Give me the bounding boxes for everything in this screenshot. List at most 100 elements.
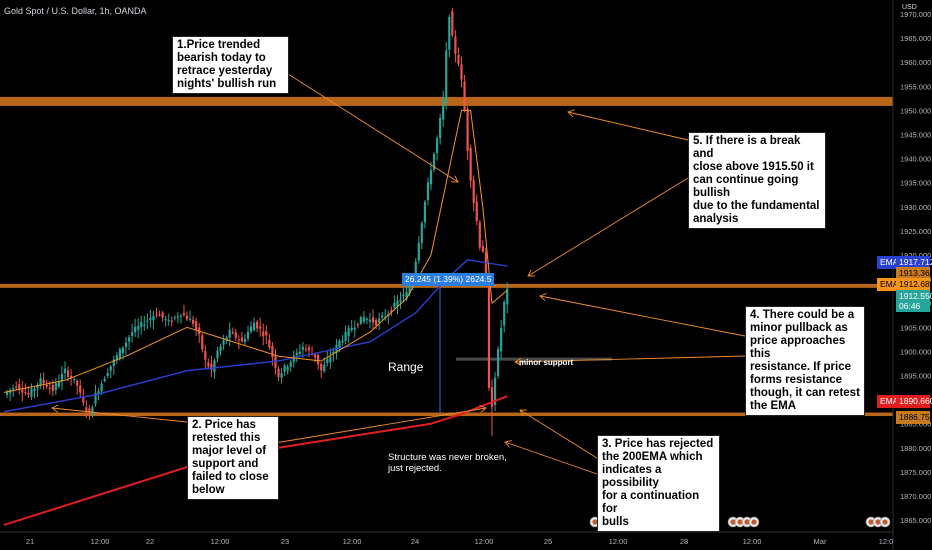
candle-body: [399, 299, 402, 302]
time-axis[interactable]: 21 12:00 22 12:00 23 12:00 24 12:00 25 12:00 28 12:…: [26, 537, 893, 546]
candle-body: [82, 396, 85, 403]
candle-body: [219, 346, 222, 352]
candle-body: [341, 340, 344, 343]
price-tick-label: 1905.000: [900, 323, 931, 332]
candle-body: [420, 223, 423, 244]
candle-body: [134, 327, 137, 333]
candle-body: [350, 327, 353, 331]
candle-body: [204, 351, 207, 360]
annotation-note-3: 3. Price has rejected the 200EMA which i…: [597, 435, 720, 532]
time-tick-label: 23: [281, 537, 289, 546]
price-tick-label: 1930.000: [900, 203, 931, 212]
structure-note: Structure was never broken, just rejecte…: [388, 452, 507, 474]
level-1886-value: 1886.756: [896, 411, 932, 424]
ema-blue-value: 1917.712: [896, 256, 932, 269]
candle-body: [490, 387, 494, 407]
candle-body: [292, 355, 295, 363]
candle-body: [24, 392, 27, 394]
price-axis-currency: USD: [902, 4, 917, 11]
candle-body: [173, 317, 176, 319]
candle-body: [359, 317, 362, 324]
price-tick-label: 1935.000: [900, 179, 931, 188]
candle-body: [176, 316, 179, 318]
candle-body: [106, 373, 109, 376]
arrow-note-2a-head: [51, 404, 59, 413]
time-tick-label: 28: [680, 537, 688, 546]
candle-body: [158, 314, 161, 316]
candle-body: [21, 389, 24, 393]
candle-body: [393, 302, 396, 308]
candle-body: [70, 375, 73, 379]
event-flag-icon: [868, 519, 874, 525]
ema-layer: [3, 109, 508, 526]
candle-body: [60, 373, 64, 382]
candle-body: [195, 321, 198, 330]
candle-body: [347, 328, 350, 337]
candle-body: [472, 180, 475, 204]
candle-body: [79, 385, 82, 393]
ema-red-value: 1890.660: [896, 395, 932, 408]
candle-body: [487, 278, 491, 388]
ema-slow-line: [3, 395, 508, 526]
candle-body: [94, 392, 97, 405]
candle-body: [314, 354, 317, 358]
time-tick-label: 21: [26, 537, 34, 546]
candle-body: [45, 384, 48, 387]
arrow-note-2b: [268, 407, 487, 445]
price-tick-label: 1900.000: [900, 347, 931, 356]
candle-body: [207, 362, 210, 367]
candle-body: [243, 338, 247, 342]
candle-body: [436, 138, 439, 153]
candle-body: [344, 331, 347, 342]
candle-body: [451, 11, 454, 36]
arrow-note-5b: [527, 177, 689, 277]
candle-body: [463, 81, 466, 111]
candle-body: [365, 319, 369, 321]
candle-body: [131, 332, 134, 337]
candle-body: [265, 331, 268, 336]
minor-support-line: [456, 357, 612, 361]
candle-body: [286, 366, 289, 371]
candle-body: [30, 388, 33, 397]
measure-label: 26.245 (1.39%) 2624.5: [402, 273, 495, 286]
candle-body: [475, 201, 478, 222]
candle-body: [432, 153, 436, 170]
price-tick-label: 1970.000: [900, 10, 931, 19]
candle-body: [137, 326, 140, 330]
candle-body: [73, 378, 76, 380]
candle-body: [378, 318, 381, 323]
candle-body: [127, 337, 131, 342]
candle-body: [481, 245, 484, 252]
candle-body: [182, 313, 186, 315]
arrow-note-5a: [567, 111, 689, 141]
candle-body: [143, 324, 146, 326]
minor-support-label: minor support: [519, 358, 574, 367]
arrow-note-4a: [539, 295, 746, 337]
candle-body: [262, 331, 265, 337]
candle-body: [249, 326, 253, 332]
event-flag-icon: [882, 519, 888, 525]
candle-body: [253, 322, 256, 331]
candle-body: [283, 365, 286, 372]
annotation-arrows: [51, 73, 746, 475]
candle-body: [5, 392, 9, 395]
candle-body: [115, 355, 118, 360]
candle-body: [298, 351, 301, 355]
candle-body: [231, 332, 234, 334]
candle-body: [228, 329, 231, 338]
annotation-note-1: 1.Price trended bearish today to retrace…: [172, 36, 289, 94]
candle-body: [192, 319, 195, 324]
ema-blue-tag: EMA: [877, 256, 902, 269]
candle-body: [396, 300, 399, 307]
candle-body: [15, 386, 18, 388]
arrow-note-5a-head: [567, 109, 575, 118]
candle-body: [417, 242, 420, 261]
candle-body: [384, 316, 387, 318]
arrow-note-4b: [514, 355, 746, 363]
candle-body: [85, 407, 88, 412]
arrow-note-2b-head: [479, 405, 487, 413]
candle-body: [307, 347, 311, 351]
candle-body: [484, 251, 487, 277]
price-tick-label: 1925.000: [900, 227, 931, 236]
